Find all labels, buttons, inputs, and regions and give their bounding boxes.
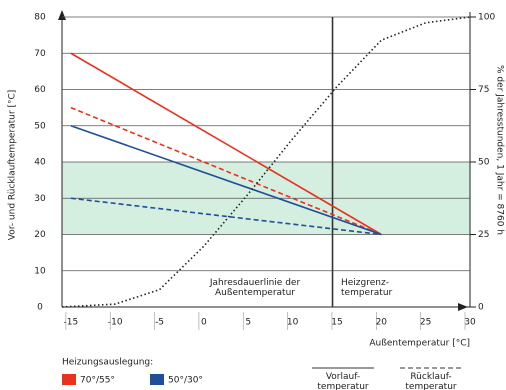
annotation-line: Vorlauf- [326,372,360,382]
legend-label: 70°/55° [80,376,115,386]
annotation-line: temperatur [317,382,369,390]
y2-tick-label: 25 [478,230,489,240]
y-axis-label: Vor- und Rücklauftemperatur [°C] [8,90,18,241]
legend-label: 50°/30° [168,376,203,386]
annotation-line: temperatur [405,382,457,390]
series-line [70,197,382,236]
annotation-line: Heizgrenz- [341,278,389,288]
y-tick-label: 0 [37,303,43,313]
legend-swatch [150,374,164,385]
legend-label: Rücklauf-temperatur [405,372,457,390]
y-tick-label: 50 [34,121,46,131]
legend-label: Vorlauf-temperatur [317,372,369,390]
y2-tick-label: 100 [478,13,495,23]
y-tick-label: 30 [34,194,46,204]
y-tick-label: 40 [34,158,46,168]
series-line [61,16,471,308]
annotation-line: Jahresdauerlinie der [209,278,301,288]
annotation-line: Rücklauf- [410,372,451,382]
annotation-line: Außentemperatur [215,288,295,298]
legend-swatch [62,374,76,385]
y-tick-label: 70 [34,49,46,59]
y2-tick-label: 50 [478,158,490,168]
annotation-line: temperatur [341,288,393,298]
y-tick-label: 80 [34,13,46,23]
y-tick-label: 10 [34,266,46,276]
y-tick-label: 20 [34,230,46,240]
y2-tick-label: 0 [478,303,484,313]
y2-tick-label: 75 [478,85,489,95]
y-arrow [58,10,66,20]
x-tick-label: 20 [376,318,388,328]
x-axis-label: Außentemperatur [°C] [369,339,470,349]
annotation: Jahresdauerlinie der Außentemperatur [209,278,301,298]
x-tick-label: 15 [331,318,342,328]
y-tick-label: 60 [34,85,46,95]
legend-title: Heizungsauslegung: [62,358,153,368]
series-line [70,52,382,236]
x-arrow [458,303,468,311]
x-tick-label: 0 [201,318,207,328]
y2-axis-label: % der Jahresstunden, 1 Jahr = 8760 h [495,65,505,235]
x-tick-label: 5 [245,318,251,328]
series-line [70,124,382,236]
annotation: Heizgrenz-temperatur [341,278,393,298]
x-tick-label: -10 [108,318,123,328]
x-tick-label: 10 [287,318,299,328]
x-tick-label: -15 [64,318,79,328]
x-tick-label: 30 [464,318,476,328]
x-tick-label: -5 [155,318,164,328]
x-tick-label: 25 [420,318,431,328]
